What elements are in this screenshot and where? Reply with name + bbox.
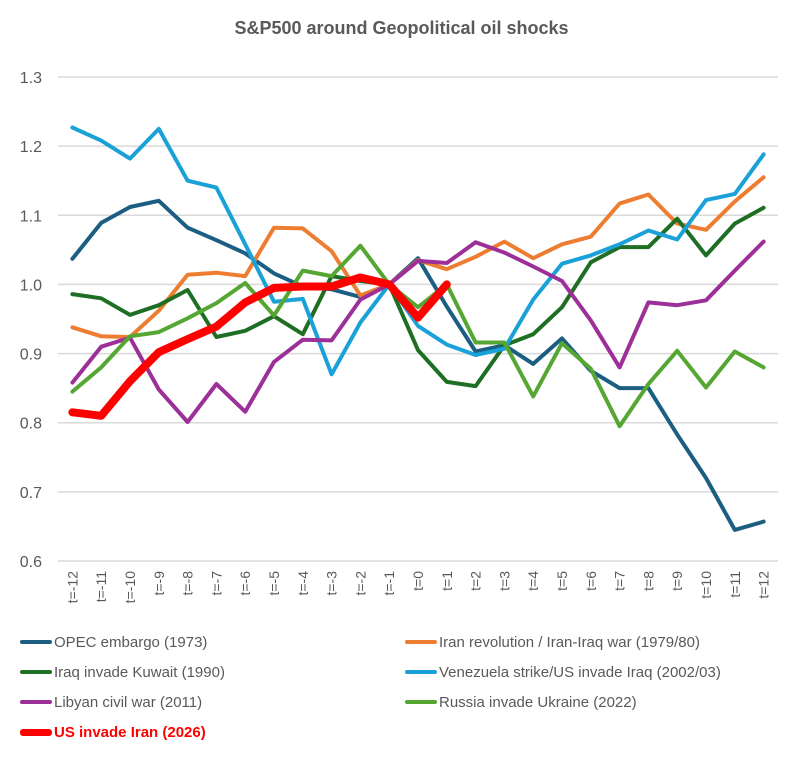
x-tick-label: t=4: [525, 571, 541, 591]
x-tick-label: t=-11: [93, 571, 109, 602]
legend-label: Libyan civil war (2011): [54, 693, 203, 711]
legend-swatch: [20, 728, 52, 736]
x-tick-label: t=10: [698, 571, 714, 599]
x-tick-label: t=7: [612, 571, 628, 591]
y-tick-label: 0.8: [20, 416, 42, 433]
legend-label: Iran revolution / Iran-Iraq war (1979/80…: [439, 633, 700, 651]
x-tick-label: t=3: [496, 571, 512, 591]
y-tick-label: 1.1: [20, 208, 42, 225]
x-tick-label: t=-12: [64, 571, 80, 604]
series-line-opec-embargo-1973: [70, 198, 766, 532]
x-tick-label: t=8: [640, 571, 656, 591]
legend-swatch: [405, 700, 437, 704]
legend-item: US invade Iran (2026): [20, 720, 206, 744]
x-tick-label: t=-10: [122, 571, 138, 604]
legend-item: OPEC embargo (1973): [20, 630, 207, 654]
y-tick-label: 0.6: [20, 554, 42, 571]
x-tick-label: t=0: [410, 571, 426, 591]
legend-label: Russia invade Ukraine (2022): [439, 693, 637, 711]
legend-swatch: [20, 670, 52, 674]
legend-swatch: [405, 640, 437, 644]
plot-area: 0.60.70.80.91.01.11.21.3 t=-12 t=-11 t=-10…: [20, 70, 778, 604]
x-tick-label: t=1: [439, 571, 455, 591]
series-line-libyan-civil-war-2011: [70, 239, 766, 424]
x-tick-label: t=12: [756, 571, 772, 599]
series-lines: [68, 125, 766, 532]
x-tick-label: t=-1: [381, 571, 397, 596]
y-axis-ticks: 0.6 0.7 0.8 0.9 1.0 1.1 1.2 1.3: [20, 70, 42, 571]
x-tick-label: t=-6: [237, 571, 253, 596]
y-tick-label: 0.7: [20, 485, 42, 502]
x-tick-label: t=-7: [208, 571, 224, 596]
x-tick-label: t=9: [669, 571, 685, 591]
x-axis-ticks: t=-12 t=-11 t=-10 t=-9 t=-8 t=-7 t=-6 t=-5 t=-4 t…: [64, 571, 771, 604]
chart-title: S&P500 around Geopolitical oil shocks: [234, 18, 569, 38]
x-tick-label: t=-3: [324, 571, 340, 596]
series-line-russia-invade-ukraine-2022: [70, 243, 766, 429]
series-line-venezuela-strike-us-invade-iraq-2002-03: [70, 125, 766, 377]
legend-item: Iraq invade Kuwait (1990): [20, 660, 225, 684]
y-tick-label: 1.3: [20, 70, 42, 87]
x-tick-label: t=2: [468, 571, 484, 591]
x-tick-label: t=-8: [180, 571, 196, 596]
x-tick-label: t=-5: [266, 571, 282, 596]
x-tick-label: t=11: [727, 571, 743, 598]
legend-label: Venezuela strike/US invade Iraq (2002/03…: [439, 663, 721, 681]
legend-item: Libyan civil war (2011): [20, 690, 202, 714]
x-tick-label: t=5: [554, 571, 570, 591]
legend-item: Russia invade Ukraine (2022): [405, 690, 637, 714]
legend-item: Iran revolution / Iran-Iraq war (1979/80…: [405, 630, 700, 654]
legend-swatch: [20, 700, 52, 704]
x-tick-label: t=6: [583, 571, 599, 591]
y-tick-label: 1.0: [20, 277, 42, 294]
legend-label: OPEC embargo (1973): [54, 633, 208, 651]
x-tick-label: t=-4: [295, 571, 311, 596]
series-line-us-invade-iran-2026: [68, 273, 451, 420]
legend-label: Iraq invade Kuwait (1990): [54, 663, 225, 681]
legend-item: Venezuela strike/US invade Iraq (2002/03…: [405, 660, 721, 684]
series-line-iraq-invade-kuwait-1990: [70, 205, 766, 389]
gridlines: [58, 76, 778, 562]
y-tick-label: 0.9: [20, 347, 42, 364]
legend-label: US invade Iran (2026): [54, 723, 206, 741]
x-tick-label: t=-2: [352, 571, 368, 596]
y-tick-label: 1.2: [20, 139, 42, 156]
legend-swatch: [20, 640, 52, 644]
legend-swatch: [405, 670, 437, 674]
x-tick-label: t=-9: [151, 571, 167, 596]
